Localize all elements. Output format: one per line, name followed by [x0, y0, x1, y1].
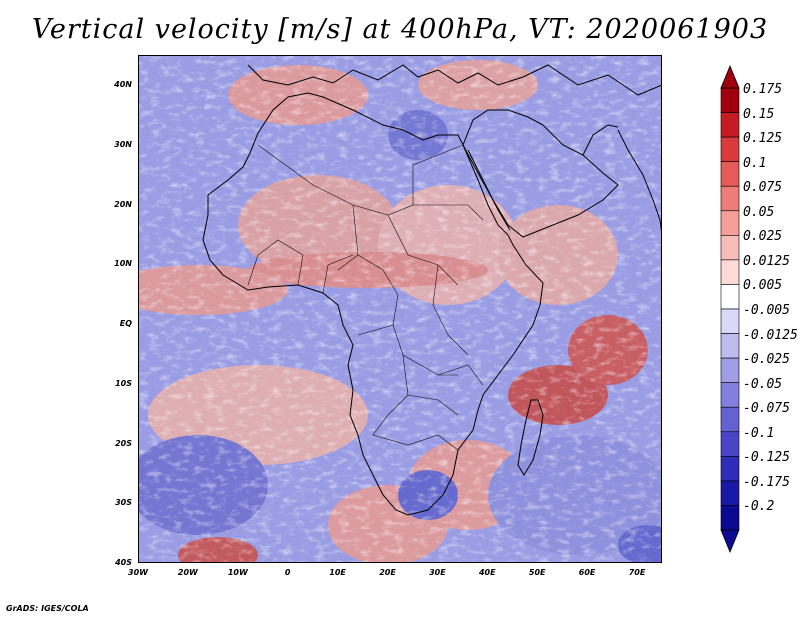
border-lines — [247, 144, 484, 451]
colorbar-box — [720, 480, 740, 506]
colorbar-box — [720, 308, 740, 334]
colorbar-label: 0.15 — [743, 106, 775, 122]
colorbar-box — [720, 382, 740, 408]
colorbar-boxes — [720, 87, 740, 531]
lon-label: 60E — [578, 568, 596, 577]
lat-label: 40S — [115, 558, 132, 567]
lon-label: 20E — [379, 568, 396, 577]
lon-label: 40E — [478, 568, 496, 577]
colorbar-box — [720, 259, 740, 285]
map-title: Vertical velocity [m/s] at 400hPa, VT: 2… — [31, 14, 769, 45]
colorbar-box — [720, 406, 740, 433]
colorbar-label: 0.005 — [743, 278, 783, 294]
colorbar-box — [720, 235, 740, 261]
arabian-peninsula — [462, 109, 619, 238]
colorbar-box — [720, 357, 740, 383]
colorbar-box — [720, 112, 740, 138]
lon-label: 30E — [429, 568, 446, 577]
map-plot — [138, 55, 662, 563]
lat-label: EQ — [119, 319, 132, 328]
lon-label: 10W — [227, 568, 248, 577]
gulf — [582, 124, 619, 156]
colorbar-top-arrow — [720, 64, 740, 89]
madagascar — [517, 399, 544, 476]
red-sea — [467, 149, 511, 231]
lat-label: 20S — [115, 438, 132, 448]
colorbar-label: -0.175 — [743, 474, 790, 490]
lon-label: 0 — [284, 568, 291, 577]
colorbar-box — [720, 431, 740, 457]
country-borders — [247, 144, 484, 451]
india-coast — [617, 129, 662, 236]
colorbar-label: 0.05 — [743, 204, 775, 220]
colorbar-box — [720, 456, 740, 482]
colorbar-label: 0.025 — [743, 229, 783, 245]
lat-label: 30N — [114, 139, 132, 149]
colorbar-box — [720, 87, 740, 113]
colorbar-bottom-arrow — [720, 529, 740, 554]
colorbar-label: -0.2 — [743, 499, 775, 515]
colorbar-label: -0.005 — [743, 303, 790, 318]
colorbar-box — [720, 136, 740, 162]
colorbar-label: 0.1 — [743, 155, 767, 171]
colorbar-box — [720, 505, 740, 531]
map-frame — [138, 55, 662, 563]
colorbar-box — [720, 161, 740, 187]
lon-label: 20W — [177, 568, 198, 577]
lat-label: 30S — [115, 498, 132, 508]
colorbar-label: -0.0125 — [743, 327, 798, 343]
colorbar-label: 0.0125 — [743, 253, 790, 269]
lon-label: 50E — [528, 568, 546, 577]
lat-label: 10N — [114, 259, 132, 269]
lat-label: 10S — [115, 378, 132, 388]
colorbar-box — [720, 284, 740, 310]
lon-label: 70E — [628, 568, 646, 577]
colorbar-label: 0.075 — [743, 180, 783, 196]
grads-credit: GrADS: IGES/COLA — [6, 604, 89, 613]
field-texture — [138, 55, 662, 563]
colorbar-label: -0.025 — [743, 352, 790, 368]
lon-label: 30W — [128, 568, 148, 577]
lon-label: 10E — [329, 568, 346, 577]
colorbar-label: 0.175 — [743, 82, 783, 97]
colorbar-label: 0.125 — [743, 131, 783, 147]
colorbar-box — [720, 185, 740, 212]
colorbar-label: -0.05 — [743, 376, 783, 392]
europe-coast — [247, 64, 662, 96]
lat-label: 40N — [114, 80, 132, 89]
lat-label: 20N — [114, 199, 132, 209]
colorbar-label: -0.125 — [743, 450, 790, 466]
colorbar-label: -0.1 — [743, 425, 775, 441]
colorbar-box — [720, 210, 740, 236]
colorbar-label: -0.075 — [743, 401, 790, 417]
colorbar-box — [720, 333, 740, 359]
